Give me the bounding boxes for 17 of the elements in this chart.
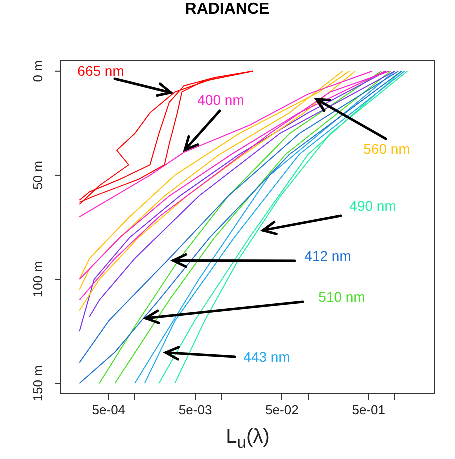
text: 665 nm [78,62,124,79]
text: 560 nm [364,140,410,157]
text: 443 nm [244,348,290,365]
y-tick-label: 150 m [30,366,46,402]
y-tick-label: 100 m [30,261,46,298]
x-tick-label: 5e-01 [352,402,386,418]
series-label: 400 nm [198,92,244,108]
text: 490 nm [350,198,396,214]
x-tick-label: 5e-04 [92,402,126,418]
x-tick-label: 5e-03 [178,402,212,418]
x-axis-title: L$_{u}$(λ) [225,426,271,453]
text: 510 nm [318,288,366,305]
chart-title: RADIANCE [184,0,271,20]
x-tick-label: 5e-02 [266,402,299,418]
y-tick-label: 0 m [30,60,46,82]
text: 412 nm [304,248,352,264]
y-tick-label: 50 m [30,161,46,190]
